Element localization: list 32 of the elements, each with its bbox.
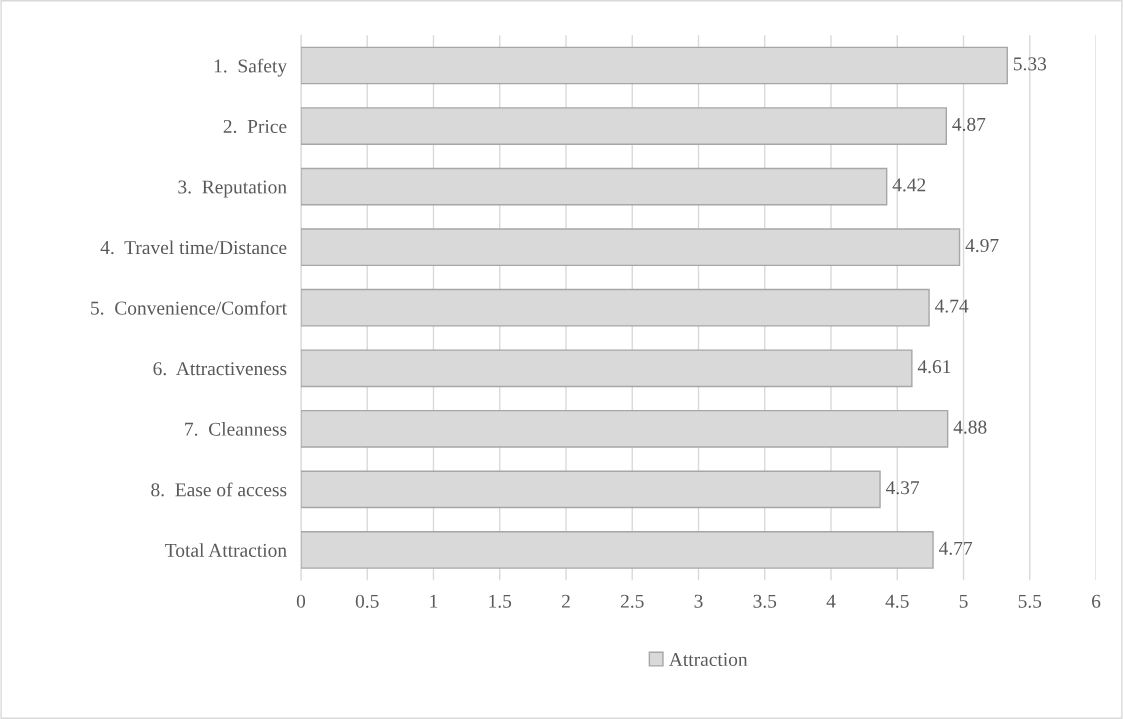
data-label: 4.88	[953, 420, 987, 434]
y-tick-label: 6. Attractiveness	[153, 362, 287, 376]
data-label: 4.74	[935, 299, 969, 313]
data-label: 4.61	[917, 360, 951, 374]
y-tick-label: 8. Ease of access	[151, 482, 287, 497]
x-tick-label: 2.5	[620, 594, 644, 608]
data-label: 4.97	[965, 238, 999, 253]
data-label: 4.37	[885, 481, 920, 495]
legend-label: Attraction	[669, 652, 748, 667]
x-tick-label: 3.5	[753, 594, 777, 608]
x-tick-label: 2	[561, 594, 570, 608]
data-label: 4.87	[952, 117, 986, 132]
y-tick-label: 1. Safety	[214, 58, 287, 77]
data-label: 4.77	[938, 541, 973, 555]
y-tick-label: 3. Reputation	[178, 180, 287, 198]
x-tick-label: 0.5	[355, 594, 379, 608]
x-tick-label: 4.5	[885, 594, 909, 608]
data-label: 4.42	[892, 178, 926, 192]
x-tick-label: 3	[694, 594, 703, 608]
x-tick-label: 1.5	[489, 594, 512, 608]
x-tick-label: 5.5	[1018, 594, 1042, 608]
x-tick-label: 6	[1092, 594, 1101, 608]
y-tick-label: 5. Convenience/Comfort	[91, 300, 287, 315]
x-tick-label: 0	[296, 594, 306, 608]
data-label: 5.33	[1013, 57, 1047, 71]
x-tick-label: 4	[826, 594, 836, 608]
y-tick-label: 4. Travel time/Distance	[100, 240, 287, 255]
x-tick-label: 1	[430, 594, 438, 608]
y-tick-label: 7. Cleanness	[185, 422, 287, 436]
y-tick-label: 2. Price	[223, 119, 287, 134]
x-tick-label: 5	[959, 594, 968, 608]
y-tick-label: Total Attraction	[165, 543, 287, 557]
